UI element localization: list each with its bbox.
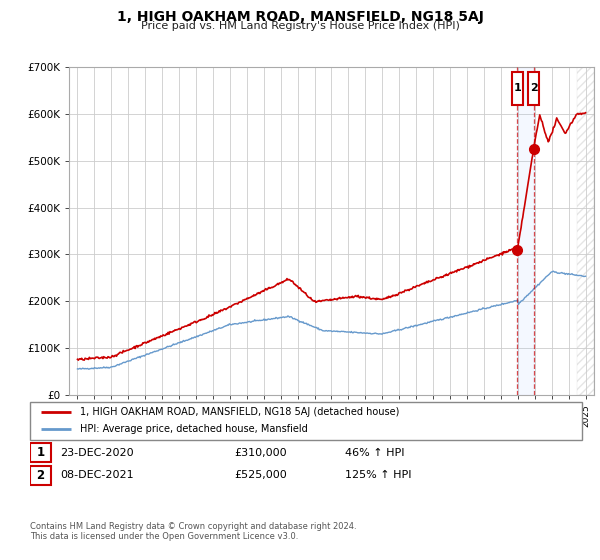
Text: This data is licensed under the Open Government Licence v3.0.: This data is licensed under the Open Gov… xyxy=(30,532,298,541)
Text: 1, HIGH OAKHAM ROAD, MANSFIELD, NG18 5AJ: 1, HIGH OAKHAM ROAD, MANSFIELD, NG18 5AJ xyxy=(116,10,484,24)
FancyBboxPatch shape xyxy=(30,444,51,462)
Text: 2: 2 xyxy=(530,83,538,94)
FancyBboxPatch shape xyxy=(528,72,539,105)
Text: 1: 1 xyxy=(514,83,521,94)
Text: 2: 2 xyxy=(37,469,44,482)
Text: Contains HM Land Registry data © Crown copyright and database right 2024.: Contains HM Land Registry data © Crown c… xyxy=(30,522,356,531)
Text: 46% ↑ HPI: 46% ↑ HPI xyxy=(344,447,404,458)
Text: 125% ↑ HPI: 125% ↑ HPI xyxy=(344,470,411,480)
FancyBboxPatch shape xyxy=(30,402,582,440)
FancyBboxPatch shape xyxy=(512,72,523,105)
Text: 1, HIGH OAKHAM ROAD, MANSFIELD, NG18 5AJ (detached house): 1, HIGH OAKHAM ROAD, MANSFIELD, NG18 5AJ… xyxy=(80,407,399,417)
Text: 08-DEC-2021: 08-DEC-2021 xyxy=(61,470,134,480)
Text: 1: 1 xyxy=(37,446,44,459)
Text: 23-DEC-2020: 23-DEC-2020 xyxy=(61,447,134,458)
Text: HPI: Average price, detached house, Mansfield: HPI: Average price, detached house, Mans… xyxy=(80,424,307,435)
Text: Price paid vs. HM Land Registry's House Price Index (HPI): Price paid vs. HM Land Registry's House … xyxy=(140,21,460,31)
FancyBboxPatch shape xyxy=(30,466,51,484)
Text: £310,000: £310,000 xyxy=(234,447,287,458)
Text: £525,000: £525,000 xyxy=(234,470,287,480)
Bar xyxy=(517,67,533,395)
